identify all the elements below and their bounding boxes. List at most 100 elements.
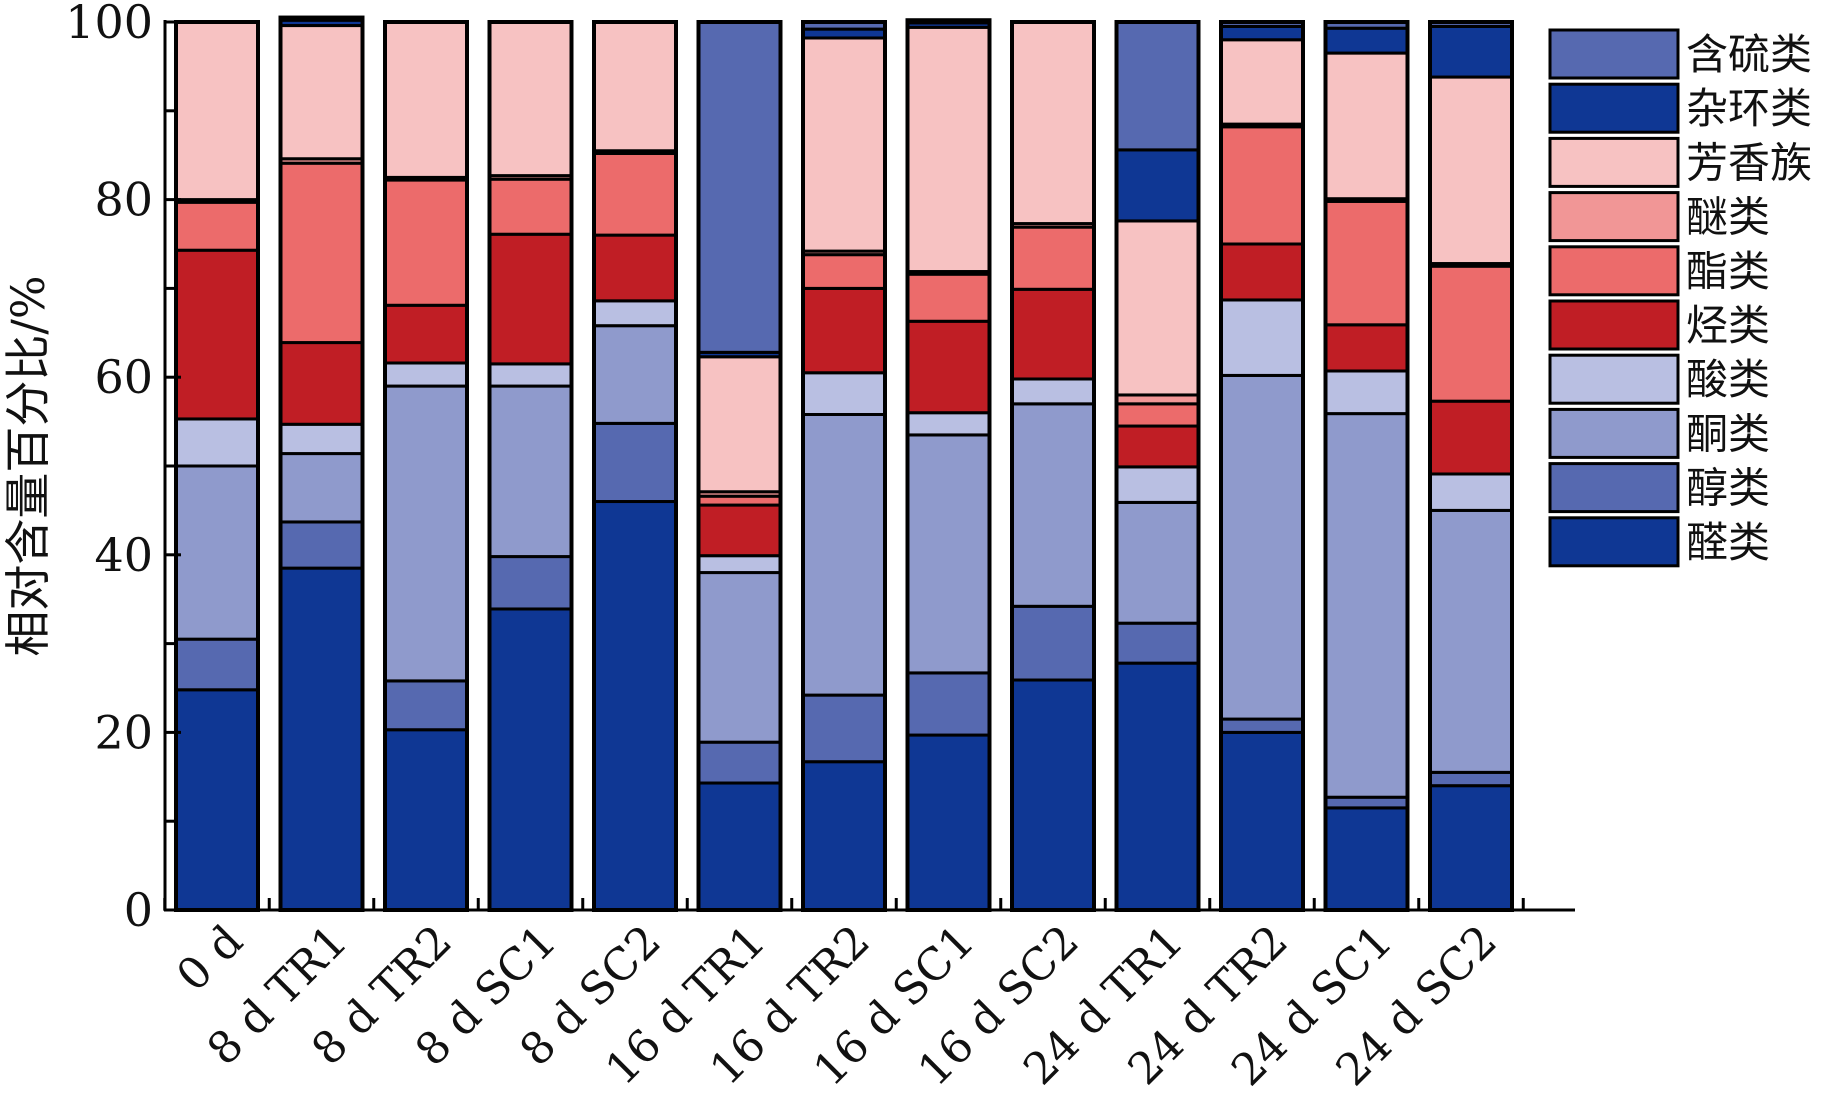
y-ticks: 0 20 40 60 80 100 <box>65 0 181 937</box>
legend-label: 含硫类 <box>1686 30 1812 79</box>
bar-segment <box>906 411 991 437</box>
bar-segment <box>1428 472 1514 512</box>
bar-segment <box>1219 242 1305 302</box>
bar-segment <box>697 781 782 912</box>
bar-segment <box>697 740 782 785</box>
bar-segment <box>1428 75 1514 266</box>
bar-segment <box>174 200 260 252</box>
bar-segment <box>1219 38 1305 126</box>
y-axis-title: 相对含量百分比/% <box>1 275 55 656</box>
bar-stack <box>383 20 469 912</box>
y-tick-label: 80 <box>94 173 153 227</box>
legend-item: 酮类 <box>1548 407 1770 459</box>
bar-segment <box>174 20 260 202</box>
bar-segment <box>1428 508 1514 774</box>
bar-segment <box>1010 678 1096 912</box>
bar-segment <box>697 571 782 744</box>
bar-stack <box>278 15 365 913</box>
legend-label: 醛类 <box>1686 518 1770 567</box>
bar-segment <box>488 607 573 912</box>
bar-segment <box>801 760 887 912</box>
bar-segment <box>1115 20 1200 152</box>
bar-segment <box>279 520 364 570</box>
y-tick-label: 100 <box>65 0 153 49</box>
bar-segment <box>1324 51 1409 201</box>
bar-segment <box>488 177 573 236</box>
bar-segment <box>1219 717 1305 734</box>
bar-segment <box>279 161 364 345</box>
bar-segment <box>383 303 469 365</box>
bar-stack <box>696 20 783 912</box>
bar-segment <box>383 20 469 179</box>
bar-segment <box>1219 24 1305 42</box>
bar-segment <box>1324 369 1409 416</box>
y-tick-label: 20 <box>94 705 153 759</box>
bar-segment <box>801 693 887 764</box>
bar-segment <box>488 555 573 611</box>
legend-label: 烃类 <box>1686 301 1770 350</box>
bar-segment <box>697 554 782 575</box>
legend-label: 醚类 <box>1686 193 1770 242</box>
bar-segment <box>488 384 573 559</box>
legend-item: 含硫类 <box>1548 28 1812 80</box>
legend-item: 醇类 <box>1548 462 1770 514</box>
x-tick-label: 0 d <box>167 916 253 1002</box>
bar-segment <box>1115 148 1200 223</box>
legend-item: 醚类 <box>1548 191 1770 243</box>
legend-label: 醇类 <box>1686 464 1770 513</box>
legend-swatch <box>1548 516 1680 568</box>
legend-swatch <box>1548 191 1680 243</box>
legend-item: 芳香族 <box>1548 136 1812 188</box>
bar-stack <box>487 20 574 912</box>
bar-segment <box>1010 377 1096 406</box>
bar-segment <box>279 341 364 426</box>
bar-segment <box>801 286 887 375</box>
y-tick-label: 60 <box>94 350 153 404</box>
bar-segment <box>1010 225 1096 291</box>
legend-swatch <box>1548 82 1680 134</box>
bar-segment <box>174 688 260 912</box>
legend-swatch <box>1548 407 1680 459</box>
bar-segment <box>1428 24 1514 79</box>
legend-swatch <box>1548 245 1680 297</box>
bar-stack <box>1428 20 1514 912</box>
y-tick-label: 0 <box>124 883 153 937</box>
legend-label: 杂环类 <box>1686 84 1812 133</box>
bar-segment <box>906 733 991 912</box>
bar-segment <box>1115 621 1200 665</box>
bar-segment <box>592 324 678 425</box>
bar-segment <box>592 151 678 237</box>
bar-segment <box>279 422 364 456</box>
legend-swatch <box>1548 353 1680 405</box>
bar-segment <box>1428 784 1514 912</box>
legend-item: 酸类 <box>1548 353 1770 405</box>
bar-segment <box>906 272 991 323</box>
legend-label: 酮类 <box>1686 409 1770 458</box>
bar-segment <box>174 464 260 641</box>
legend-item: 醛类 <box>1548 516 1770 568</box>
bar-segment <box>1010 287 1096 381</box>
bar-segment <box>1115 661 1200 912</box>
bar-segment <box>1324 323 1409 373</box>
bar-segment <box>697 355 782 494</box>
bar-segment <box>279 24 364 161</box>
bar-stack <box>801 20 887 912</box>
bar-stack <box>174 20 260 912</box>
bar-segment <box>1219 373 1305 721</box>
bars-layer <box>174 15 1514 913</box>
bar-stack <box>592 20 678 912</box>
legend-item: 杂环类 <box>1548 82 1812 134</box>
bar-segment <box>592 421 678 504</box>
bar-stack <box>1010 20 1096 912</box>
bar-segment <box>383 728 469 912</box>
bar-segment <box>1115 402 1200 428</box>
bar-segment <box>697 503 782 558</box>
legend-swatch <box>1548 28 1680 80</box>
legend-item: 烃类 <box>1548 299 1770 351</box>
legend-label: 酸类 <box>1686 355 1770 404</box>
bar-stack <box>1323 20 1410 912</box>
bar-segment <box>801 412 887 697</box>
